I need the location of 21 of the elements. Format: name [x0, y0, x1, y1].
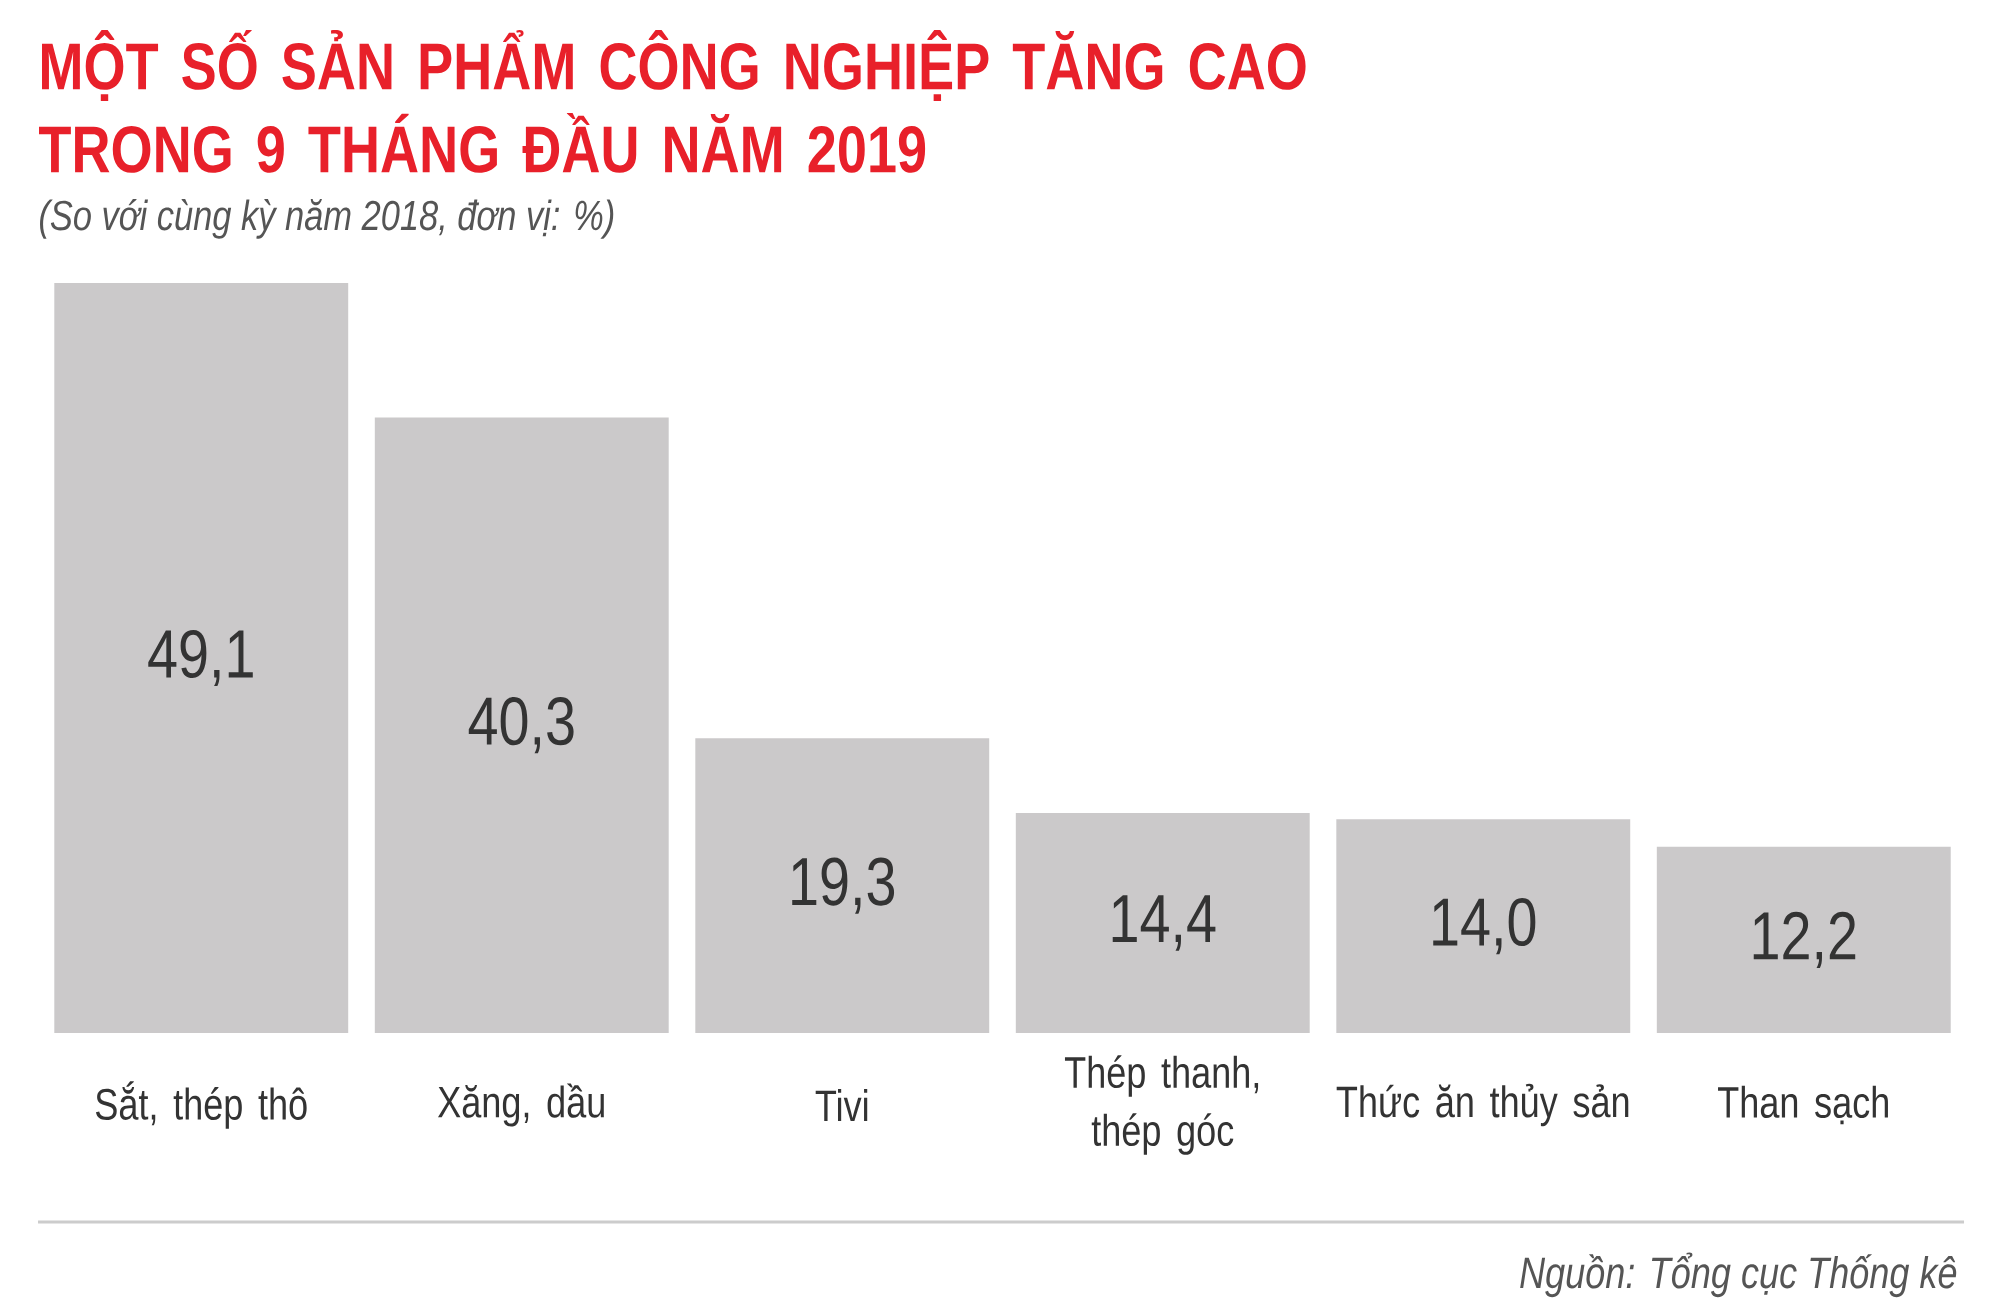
x-tick-label: Thép thanh, thép góc	[1064, 1055, 1259, 1155]
data-label: 49,1	[148, 629, 253, 687]
bar	[374, 417, 669, 1033]
bar	[1015, 813, 1310, 1033]
text: Nguồn: Tổng cục Thống kê	[1520, 1252, 1957, 1298]
bar	[695, 738, 990, 1033]
x-tick-label: Tivi	[815, 1089, 868, 1121]
data-label: 14,4	[1112, 895, 1216, 951]
x-tick-label: Xăng, dầu	[438, 1083, 604, 1127]
data-label: 12,2	[1753, 911, 1856, 968]
x-tick-label: Than sạch	[1718, 1085, 1888, 1125]
bar	[1656, 846, 1951, 1033]
data-label: 14,0	[1433, 897, 1536, 955]
data-label: 40,3	[468, 697, 574, 754]
data-label: 19,3	[792, 857, 895, 914]
chart-title: MỘT SỐ SẢN PHẨM CÔNG NGHIỆP TĂNG CAO TRONG 9 THÁNG ĐẦU NĂM 2019	[39, 30, 1306, 173]
x-tick-label: Sắt, thép thô	[95, 1081, 307, 1129]
bar	[1336, 819, 1631, 1033]
chart-subtitle: (So với cùng kỳ năm 2018, đơn vị: %)	[40, 199, 614, 239]
bar	[54, 282, 349, 1033]
x-tick-label: Thức ăn thủy sản	[1336, 1083, 1629, 1127]
